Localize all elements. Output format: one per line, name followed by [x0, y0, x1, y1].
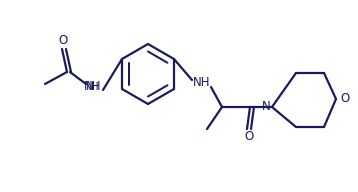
Text: N: N — [262, 100, 270, 113]
Text: O: O — [340, 93, 350, 105]
Text: O: O — [58, 35, 68, 47]
Text: NH: NH — [84, 80, 102, 94]
Text: N: N — [86, 80, 95, 94]
Text: NH: NH — [193, 75, 211, 89]
Text: O: O — [245, 131, 253, 143]
Text: H: H — [91, 82, 99, 92]
